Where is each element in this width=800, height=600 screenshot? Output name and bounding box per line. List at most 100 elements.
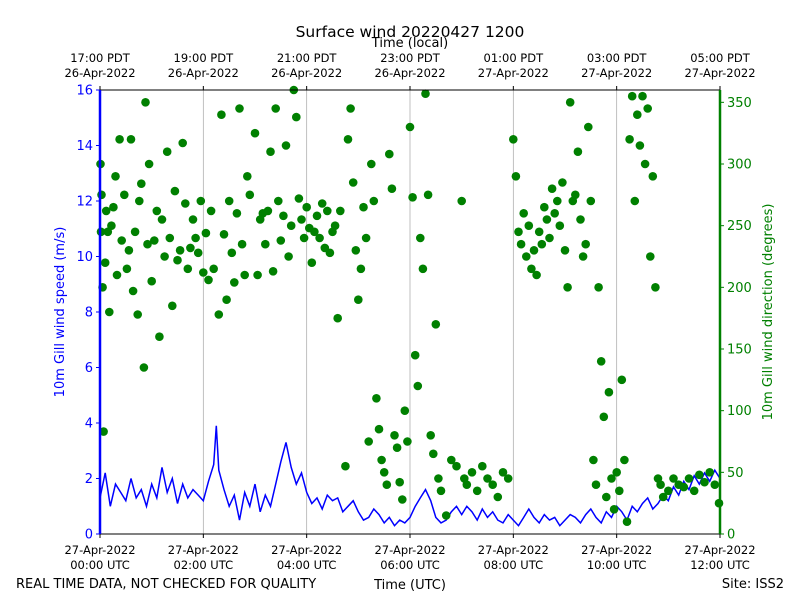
wind-direction-point — [423, 190, 433, 200]
right-tick-label: 50 — [727, 466, 744, 481]
wind-direction-point — [281, 141, 291, 150]
wind-direction-point — [633, 110, 642, 119]
wind-direction-point — [565, 98, 575, 107]
wind-direction-point — [336, 206, 345, 216]
wind-direction-point — [315, 233, 324, 243]
wind-direction-point — [279, 211, 288, 221]
wind-direction-point — [576, 215, 585, 224]
wind-direction-point — [695, 470, 704, 480]
wind-direction-point — [483, 474, 492, 483]
wind-direction-point — [436, 486, 446, 496]
bottom-axis-ticks: 27-Apr-2022 00:00 UTC 27-Apr-2022 02:00 UTC… — [64, 534, 756, 572]
bottom-tick-time: 02:00 UTC — [174, 558, 234, 572]
wind-direction-point — [630, 196, 640, 206]
wind-direction-point — [607, 474, 616, 483]
wind-direction-point — [369, 196, 379, 206]
wind-direction-point — [268, 267, 278, 276]
wind-direction-point — [307, 258, 317, 268]
wind-direction-point — [615, 486, 624, 496]
left-axis-ticks: 0 2 4 6 8 10 12 14 16 — [76, 84, 100, 543]
wind-direction-point — [341, 461, 350, 471]
wind-direction-point — [379, 468, 389, 477]
wind-direction-point — [503, 474, 513, 483]
wind-direction-point — [478, 461, 487, 471]
wind-direction-point — [333, 313, 343, 323]
top-tick-time: 17:00 PDT — [70, 51, 131, 65]
bottom-tick-date: 27-Apr-2022 — [581, 543, 652, 557]
wind-direction-point — [400, 406, 410, 416]
wind-direction-point — [359, 202, 368, 212]
wind-direction-point — [217, 110, 226, 119]
wind-direction-point — [555, 221, 565, 230]
wind-direction-point — [547, 184, 557, 193]
wind-direction-point — [511, 172, 521, 181]
wind-direction-point — [591, 480, 601, 490]
wind-direction-point — [271, 104, 281, 113]
bottom-tick-date: 27-Apr-2022 — [684, 543, 755, 557]
wind-direction-point — [143, 239, 152, 249]
wind-direction-point — [152, 206, 162, 216]
top-tick-date: 26-Apr-2022 — [168, 66, 239, 80]
top-tick-time: 03:00 PDT — [587, 51, 648, 65]
wind-direction-point — [622, 517, 632, 526]
wind-direction-point — [374, 424, 384, 434]
top-tick-time: 23:00 PDT — [380, 51, 441, 65]
wind-direction-point — [232, 209, 242, 218]
wind-direction-point — [385, 149, 394, 159]
wind-direction-point — [408, 193, 417, 202]
wind-direction-point — [364, 437, 374, 446]
wind-direction-point — [317, 199, 327, 208]
wind-direction-point — [346, 104, 355, 113]
wind-direction-point — [377, 455, 386, 465]
wind-direction-point — [286, 221, 296, 230]
wind-direction-point — [604, 387, 614, 397]
wind-direction-point — [250, 128, 260, 138]
wind-direction-point — [532, 270, 541, 280]
wind-direction-point — [584, 122, 593, 132]
wind-direction-point — [646, 252, 655, 261]
wind-direction-point — [150, 236, 159, 245]
wind-direction-point — [126, 135, 136, 144]
wind-direction-point — [537, 239, 547, 249]
wind-direction-point — [553, 196, 562, 206]
wind-direction-point — [107, 221, 116, 230]
left-tick-label: 14 — [76, 139, 93, 154]
wind-direction-point — [351, 246, 361, 255]
top-axis-label: Time (local) — [371, 36, 448, 51]
right-axis-label: 10m Gill wind direction (degrees) — [761, 204, 776, 421]
wind-direction-point — [310, 227, 319, 237]
wind-direction-point — [160, 252, 169, 261]
wind-direction-point — [527, 264, 536, 274]
grid-lines — [202, 90, 618, 534]
wind-direction-point — [509, 135, 518, 144]
wind-direction-point — [330, 221, 340, 230]
wind-direction-point — [240, 270, 249, 280]
wind-direction-point — [545, 233, 554, 243]
wind-direction-point — [261, 239, 270, 249]
left-tick-label: 4 — [85, 417, 93, 432]
wind-direction-point — [112, 270, 122, 280]
wind-direction-point — [431, 320, 441, 329]
wind-direction-point — [638, 91, 647, 101]
wind-direction-point — [294, 194, 304, 203]
wind-direction-point — [292, 112, 301, 122]
wind-direction-point — [173, 255, 182, 265]
wind-direction-point — [498, 468, 508, 477]
wind-direction-point — [196, 196, 206, 206]
wind-direction-point — [193, 248, 203, 258]
wind-direction-point — [467, 468, 477, 477]
wind-direction-point — [447, 455, 456, 465]
wind-direction-point — [299, 233, 309, 243]
wind-direction-point — [516, 239, 526, 249]
wind-direction-point — [416, 233, 425, 243]
wind-direction-point — [382, 480, 392, 490]
wind-direction-point — [354, 295, 363, 305]
wind-direction-point — [147, 276, 156, 286]
bottom-tick-date: 27-Apr-2022 — [271, 543, 342, 557]
wind-direction-point — [522, 252, 531, 261]
wind-direction-point — [571, 190, 580, 200]
wind-direction-point — [120, 190, 129, 200]
wind-direction-point — [99, 427, 108, 436]
bottom-tick-time: 00:00 UTC — [70, 558, 130, 572]
wind-direction-point — [237, 239, 247, 249]
